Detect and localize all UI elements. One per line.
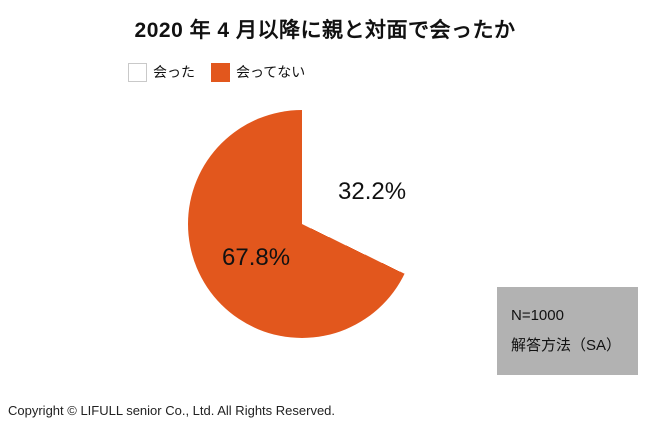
pie-data-label-met: 32.2% xyxy=(338,178,407,205)
answer-method: 解答方法（SA） xyxy=(511,337,622,354)
sample-size: N=1000 xyxy=(511,307,564,324)
legend-swatch-not-met xyxy=(211,62,230,82)
legend: 会った 会ってない xyxy=(128,62,305,82)
legend-item-met: 会った xyxy=(128,62,195,82)
chart-title: 2020 年 4 月以降に親と対面で会ったか xyxy=(134,19,516,42)
pie-chart: 32.2% 67.8% xyxy=(188,110,416,338)
survey-note-box: N=1000 解答方法（SA） xyxy=(497,287,638,375)
legend-label-not-met: 会ってない xyxy=(236,64,306,80)
copyright-notice: Copyright © LIFULL senior Co., Ltd. All … xyxy=(8,403,336,418)
legend-label-met: 会った xyxy=(153,64,195,80)
legend-swatch-met xyxy=(128,62,147,82)
legend-item-not-met: 会ってない xyxy=(211,62,305,82)
pie-data-label-not-met: 67.8% xyxy=(222,244,291,271)
